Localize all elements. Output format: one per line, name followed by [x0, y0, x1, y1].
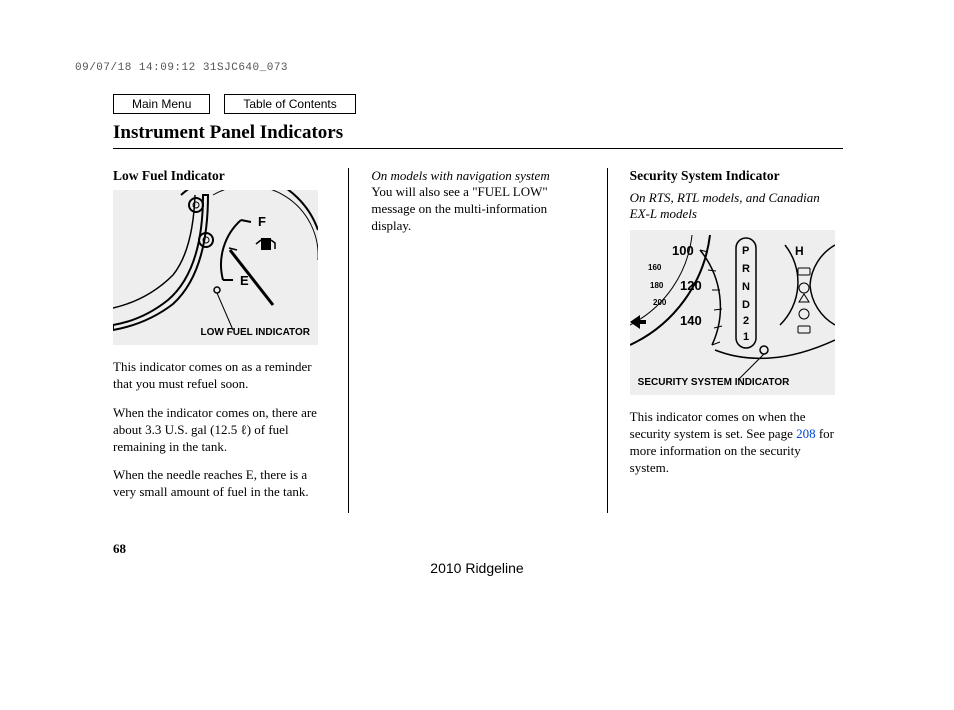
fuel-gauge-illustration: F E	[113, 190, 318, 345]
low-fuel-p3: When the needle reaches E, there is a ve…	[113, 467, 326, 501]
low-fuel-body: This indicator comes on as a reminder th…	[113, 359, 326, 501]
speed-120: 120	[680, 278, 702, 293]
page-number: 68	[113, 541, 126, 557]
manual-page: 09/07/18 14:09:12 31SJC640_073 Main Menu…	[0, 0, 954, 710]
security-heading: Security System Indicator	[630, 168, 843, 184]
security-figure: 100 120 140 160 180 200 P R N D 2 1	[630, 230, 835, 395]
gear-n: N	[742, 281, 750, 293]
column-1: Low Fuel Indicator	[113, 168, 348, 513]
low-fuel-p1: This indicator comes on as a reminder th…	[113, 359, 326, 393]
column-2: On models with navigation system You wil…	[349, 168, 606, 513]
speed-160: 160	[648, 263, 662, 272]
security-body: This indicator comes on when the securit…	[630, 409, 843, 477]
footer-model: 2010 Ridgeline	[0, 560, 954, 576]
security-fig-label: SECURITY SYSTEM INDICATOR	[638, 377, 790, 389]
security-p1: This indicator comes on when the securit…	[630, 409, 843, 477]
fuel-low-msg-body: You will also see a "FUEL LOW" message o…	[371, 184, 584, 235]
gear-p: P	[742, 245, 749, 257]
temp-h: H	[795, 244, 804, 258]
page-title: Instrument Panel Indicators	[113, 122, 343, 144]
speed-100: 100	[672, 243, 694, 258]
fuel-f-mark: F	[258, 214, 266, 229]
nav-models-note: On models with navigation system	[371, 168, 584, 184]
speed-140: 140	[680, 313, 702, 328]
title-rule	[113, 148, 843, 149]
main-menu-button[interactable]: Main Menu	[113, 94, 210, 114]
speed-200: 200	[653, 298, 667, 307]
nav-buttons: Main Menu Table of Contents	[113, 94, 356, 114]
column-3: Security System Indicator On RTS, RTL mo…	[608, 168, 843, 513]
content-columns: Low Fuel Indicator	[113, 168, 843, 513]
gear-r: R	[742, 263, 750, 275]
low-fuel-heading: Low Fuel Indicator	[113, 168, 326, 184]
fuel-low-msg-p1: You will also see a "FUEL LOW" message o…	[371, 184, 584, 235]
low-fuel-fig-label: LOW FUEL INDICATOR	[201, 327, 310, 339]
security-models-note: On RTS, RTL models, and Canadian EX-L mo…	[630, 190, 843, 222]
security-illustration: 100 120 140 160 180 200 P R N D 2 1	[630, 230, 835, 395]
low-fuel-p2: When the indicator comes on, there are a…	[113, 405, 326, 456]
page-208-link[interactable]: 208	[796, 426, 816, 441]
gear-1: 1	[743, 331, 749, 343]
security-p1-a: This indicator comes on when the securit…	[630, 409, 806, 441]
gear-2: 2	[743, 315, 749, 327]
low-fuel-figure: F E LOW FUEL INDICATOR	[113, 190, 318, 345]
speed-180: 180	[650, 281, 664, 290]
fuel-e-mark: E	[240, 273, 249, 288]
gear-d: D	[742, 299, 750, 311]
toc-button[interactable]: Table of Contents	[224, 94, 355, 114]
print-stamp: 09/07/18 14:09:12 31SJC640_073	[75, 62, 288, 74]
